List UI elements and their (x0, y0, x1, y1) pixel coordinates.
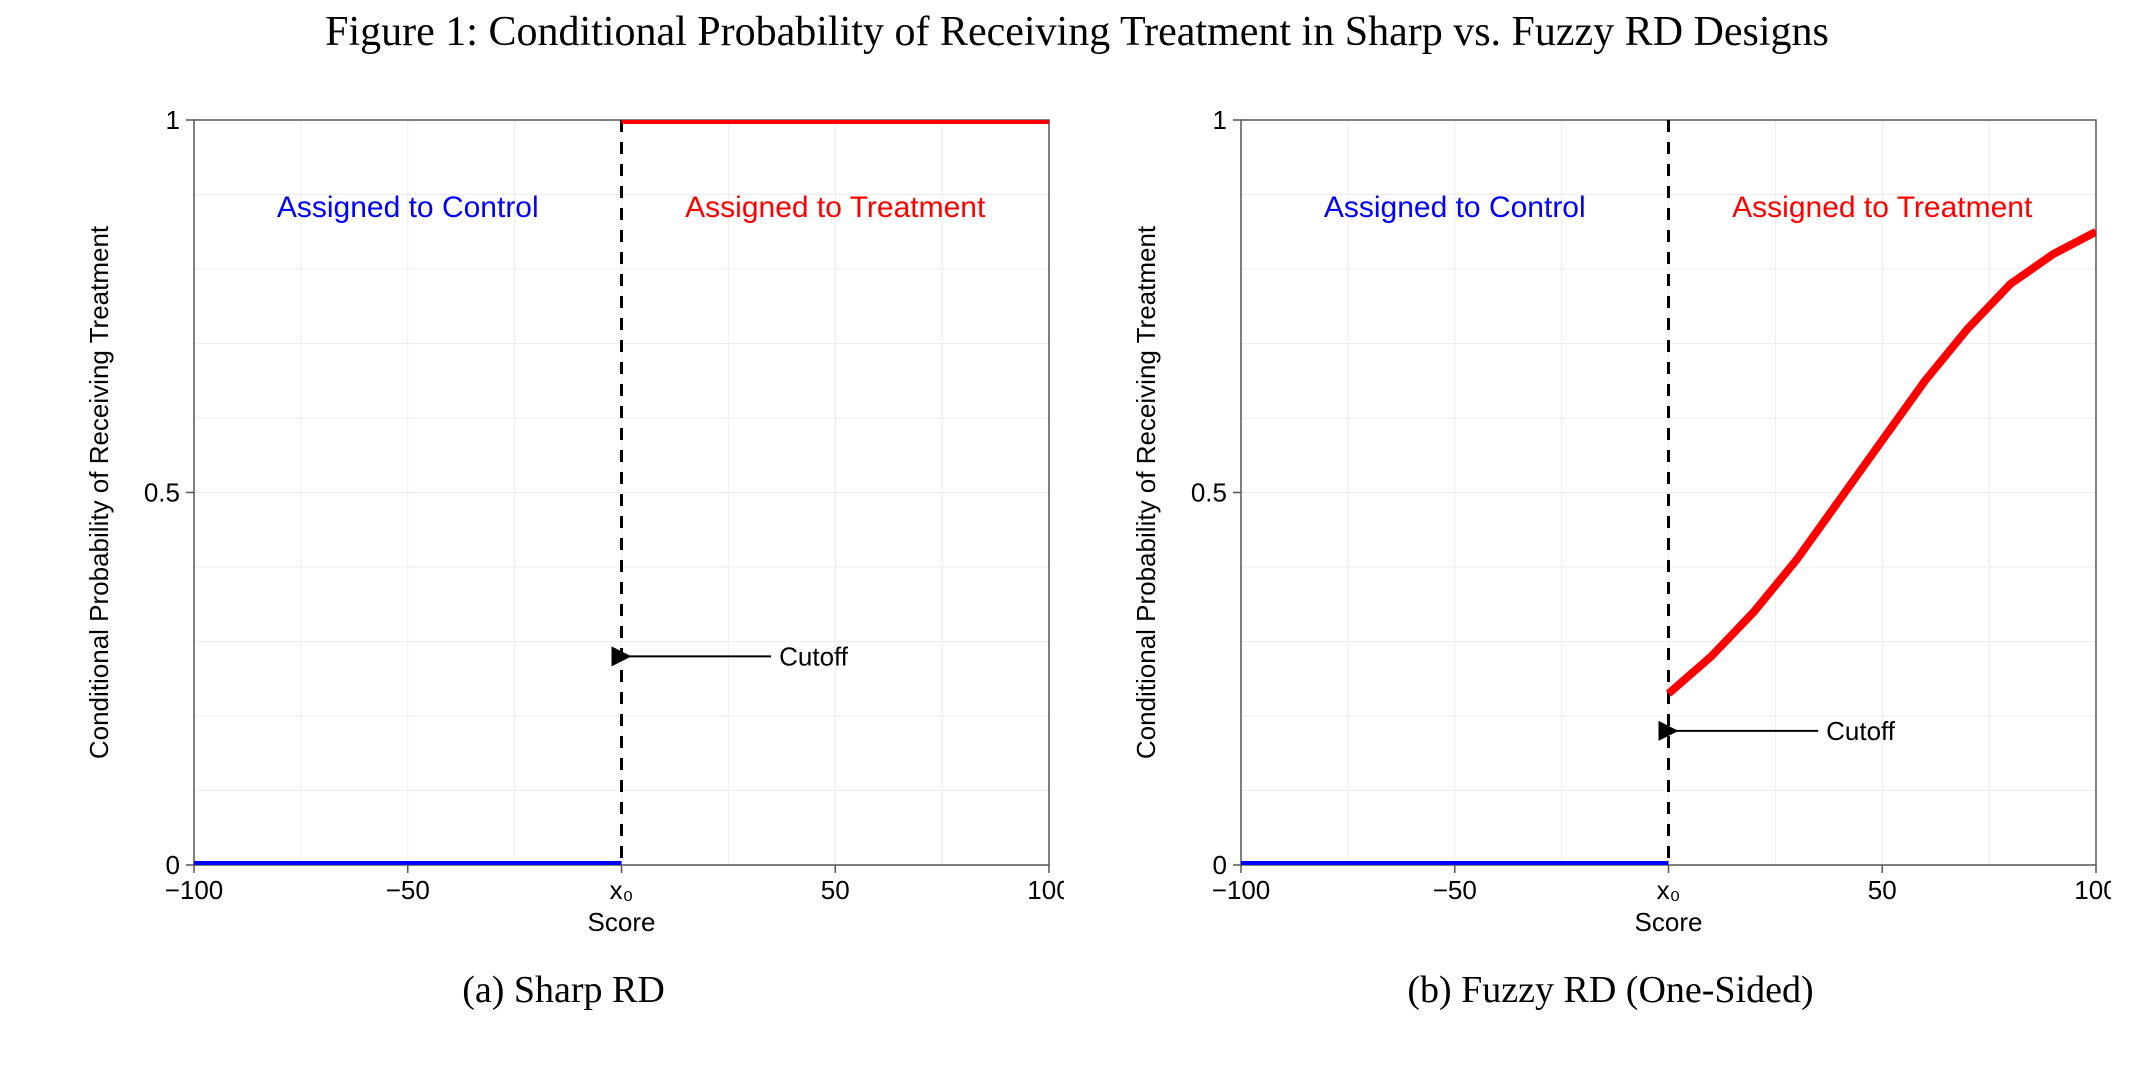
x-axis-label: Score (587, 907, 655, 937)
cutoff-label: Cutoff (779, 641, 849, 671)
x-tick-label: 100 (1027, 875, 1064, 905)
y-tick-label: 0 (165, 850, 179, 880)
chart-annotation: Assigned to Treatment (685, 191, 986, 224)
x-tick-label: 50 (1867, 875, 1896, 905)
chart-annotation: Assigned to Treatment (1732, 191, 2033, 224)
y-tick-label: 0 (1212, 850, 1226, 880)
y-tick-label: 1 (1212, 105, 1226, 135)
x-tick-label: x₀ (609, 875, 633, 905)
y-axis-label: Conditional Probability of Receiving Tre… (1131, 225, 1161, 759)
chart-annotation: Assigned to Control (276, 191, 538, 224)
x-tick-label: 50 (820, 875, 849, 905)
y-tick-label: 0.5 (143, 478, 179, 508)
panel-fuzzy: −100−50x₀5010000.51ScoreConditional Prob… (1107, 90, 2114, 1012)
x-tick-label: −50 (1432, 875, 1476, 905)
chart-annotation: Assigned to Control (1323, 191, 1585, 224)
x-axis-label: Score (1634, 907, 1702, 937)
figure-container: Figure 1: Conditional Probability of Rec… (0, 0, 2154, 1090)
x-tick-label: x₀ (1656, 875, 1680, 905)
panel-sharp-caption: (a) Sharp RD (462, 968, 665, 1012)
figure-title: Figure 1: Conditional Probability of Rec… (0, 8, 2154, 56)
y-axis-label: Conditional Probability of Receiving Tre… (84, 225, 114, 759)
x-tick-label: −50 (385, 875, 429, 905)
y-tick-label: 1 (165, 105, 179, 135)
y-tick-label: 0.5 (1190, 478, 1226, 508)
x-tick-label: 100 (2074, 875, 2111, 905)
panel-fuzzy-caption: (b) Fuzzy RD (One-Sided) (1407, 968, 1813, 1012)
cutoff-label: Cutoff (1826, 716, 1896, 746)
panel-sharp-chart: −100−50x₀5010000.51ScoreConditional Prob… (64, 90, 1064, 950)
panel-fuzzy-chart: −100−50x₀5010000.51ScoreConditional Prob… (1111, 90, 2111, 950)
panel-row: −100−50x₀5010000.51ScoreConditional Prob… (60, 90, 2114, 1012)
panel-sharp: −100−50x₀5010000.51ScoreConditional Prob… (60, 90, 1067, 1012)
